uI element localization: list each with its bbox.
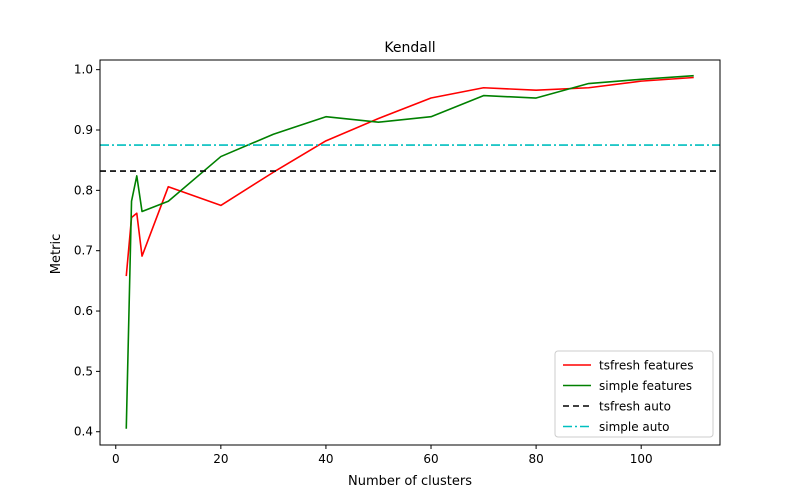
y-tick-label: 0.8 <box>74 183 93 197</box>
legend-label: tsfresh auto <box>599 400 671 414</box>
legend: tsfresh features simple features tsfresh a… <box>554 350 714 438</box>
legend-label: tsfresh features <box>599 359 693 373</box>
y-tick-label: 0.6 <box>74 304 93 318</box>
x-tick-label: 0 <box>112 452 120 466</box>
x-axis-label: Number of clusters <box>348 474 472 489</box>
plot-frame <box>99 59 721 446</box>
x-tick-label: 20 <box>213 452 228 466</box>
y-tick-label: 0.5 <box>74 364 93 378</box>
plot-area <box>100 74 720 429</box>
legend-label: simple auto <box>599 420 669 434</box>
x-tick-label: 40 <box>318 452 333 466</box>
y-tick-label: 0.4 <box>74 425 93 439</box>
y-tick-label: 0.7 <box>74 244 93 258</box>
y-tick-label: 1.0 <box>74 63 93 77</box>
x-tick-label: 60 <box>423 452 438 466</box>
series-line <box>125 74 694 429</box>
legend-label: simple features <box>599 379 692 393</box>
y-axis-label: Metric <box>49 234 64 274</box>
x-tick-label: 80 <box>528 452 543 466</box>
x-tick-label: 100 <box>630 452 653 466</box>
axes: 0 20 40 60 80 100 0.4 0.5 0.6 0.7 0.8 0.9 1.0 <box>74 59 721 466</box>
y-tick-label: 0.9 <box>74 123 93 137</box>
legend-box <box>554 350 714 438</box>
chart-title: Kendall <box>384 40 435 56</box>
